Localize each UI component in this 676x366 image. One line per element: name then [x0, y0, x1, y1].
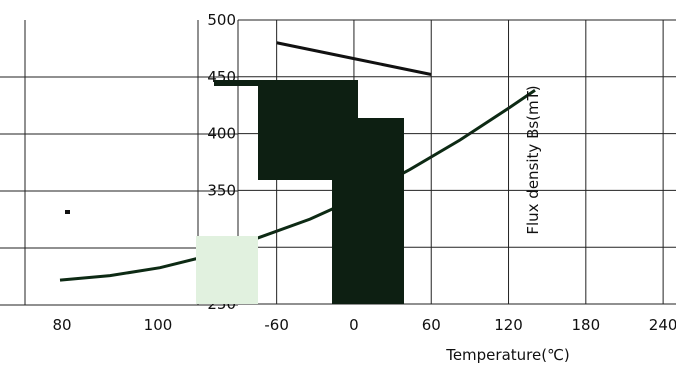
y-tick-label: 400	[207, 125, 236, 143]
background-chart: 80 100	[0, 20, 536, 334]
y-tick-label: 350	[207, 181, 236, 199]
x-tick-label: 0	[349, 316, 359, 334]
background-series-line	[59, 89, 536, 282]
background-chart-grid	[0, 20, 238, 306]
x-tick-label: 60	[422, 316, 441, 334]
render-artifacts	[65, 80, 404, 304]
x-tick-label: -60	[264, 316, 289, 334]
x-tick-labels: -60 0 60 120 180 240	[264, 316, 676, 334]
x-tick-label: 120	[494, 316, 523, 334]
x-tick-label: 240	[649, 316, 676, 334]
background-x-tick-label: 100	[144, 316, 173, 334]
y-axis-title: Flux density Bs(mT)	[524, 85, 542, 234]
foreground-series-line	[276, 41, 432, 76]
background-x-tick-label: 80	[52, 316, 71, 334]
background-x-tick-labels: 80 100	[52, 316, 172, 334]
foreground-chart-grid	[237, 19, 676, 305]
x-axis-title: Temperature(℃)	[445, 346, 570, 364]
x-tick-label: 180	[572, 316, 601, 334]
y-tick-label: 500	[207, 11, 236, 29]
